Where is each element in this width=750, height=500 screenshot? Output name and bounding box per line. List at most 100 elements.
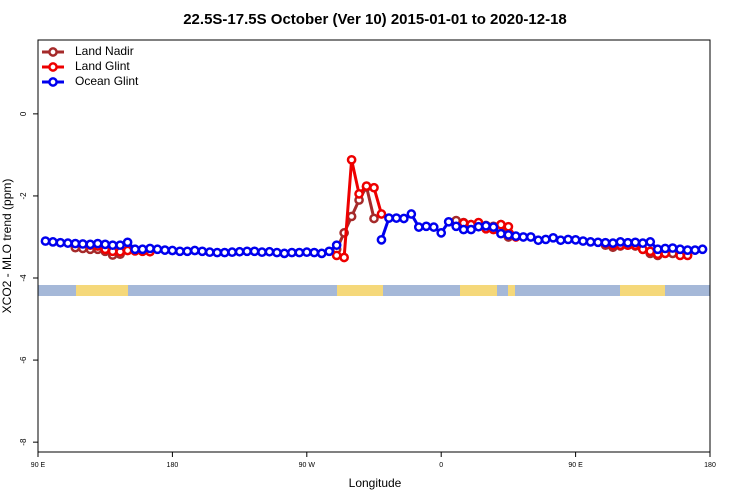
point bbox=[294, 247, 305, 258]
legend-label: Land Glint bbox=[75, 59, 130, 73]
point bbox=[593, 237, 603, 248]
point bbox=[167, 245, 178, 256]
point bbox=[391, 213, 402, 223]
point bbox=[227, 247, 237, 258]
point bbox=[413, 222, 424, 232]
point bbox=[675, 244, 685, 255]
point bbox=[301, 247, 312, 258]
point bbox=[204, 247, 215, 258]
point bbox=[130, 244, 140, 255]
series bbox=[40, 209, 708, 259]
point bbox=[421, 221, 432, 232]
point bbox=[257, 247, 267, 258]
land-band bbox=[76, 285, 128, 296]
point bbox=[667, 243, 678, 253]
point bbox=[428, 222, 439, 232]
point bbox=[660, 243, 671, 254]
point bbox=[115, 240, 125, 251]
point bbox=[287, 247, 297, 258]
point bbox=[697, 244, 708, 255]
point bbox=[264, 246, 275, 257]
point bbox=[48, 237, 58, 247]
point bbox=[525, 232, 536, 242]
point bbox=[369, 182, 379, 193]
point bbox=[690, 245, 700, 255]
point bbox=[682, 245, 693, 255]
point bbox=[384, 213, 394, 223]
chart-title: 22.5S-17.5S October (Ver 10) 2015-01-01 … bbox=[183, 11, 567, 28]
point bbox=[137, 244, 148, 255]
point bbox=[563, 234, 573, 245]
x-tick-label: 90 W bbox=[299, 462, 316, 469]
point bbox=[354, 189, 364, 199]
x-tick-label: 0 bbox=[439, 462, 443, 469]
legend-marker bbox=[48, 47, 58, 57]
point bbox=[85, 239, 96, 250]
point bbox=[309, 247, 320, 258]
y-tick-label: -2 bbox=[19, 192, 28, 200]
point bbox=[406, 209, 417, 219]
point bbox=[324, 246, 335, 257]
point bbox=[623, 237, 633, 248]
land-band bbox=[508, 285, 515, 296]
y-axis-label: XCO2 - MLO trend (ppm) bbox=[0, 179, 14, 314]
point bbox=[451, 221, 461, 232]
y-tick-label: 0 bbox=[19, 111, 28, 116]
point bbox=[503, 221, 514, 232]
point bbox=[346, 211, 357, 222]
point bbox=[152, 244, 163, 255]
point bbox=[189, 245, 200, 256]
point bbox=[540, 234, 551, 245]
point bbox=[331, 240, 342, 251]
point bbox=[466, 224, 476, 235]
land-band bbox=[620, 285, 665, 296]
point bbox=[555, 235, 566, 246]
point bbox=[570, 234, 581, 245]
legend-label: Land Nadir bbox=[75, 44, 134, 58]
point bbox=[219, 247, 230, 258]
point bbox=[399, 213, 409, 224]
plot-frame bbox=[37, 39, 711, 453]
point bbox=[376, 209, 387, 219]
y-tick-label: -4 bbox=[19, 274, 28, 282]
legend-label: Ocean Glint bbox=[75, 74, 139, 88]
point bbox=[533, 235, 544, 246]
legend-marker bbox=[48, 62, 58, 72]
land-mask bbox=[38, 285, 710, 296]
point bbox=[175, 246, 185, 257]
point bbox=[645, 237, 656, 247]
point bbox=[316, 248, 327, 259]
x-tick-label: 180 bbox=[167, 462, 179, 469]
point bbox=[488, 222, 499, 232]
legend-marker bbox=[48, 77, 58, 87]
land-band bbox=[460, 285, 497, 296]
y-tick-label: -8 bbox=[19, 438, 28, 446]
point bbox=[608, 238, 618, 248]
point bbox=[63, 238, 73, 248]
point bbox=[496, 228, 506, 239]
point bbox=[272, 247, 282, 258]
point bbox=[339, 252, 349, 263]
point bbox=[376, 234, 387, 245]
point bbox=[100, 239, 111, 250]
point bbox=[436, 228, 447, 238]
point bbox=[212, 247, 223, 258]
point bbox=[182, 246, 193, 257]
point bbox=[473, 221, 484, 232]
point bbox=[249, 246, 260, 257]
point bbox=[55, 237, 66, 248]
point bbox=[361, 181, 372, 191]
x-tick-label: 90 E bbox=[31, 462, 46, 469]
x-tick-label: 180 bbox=[704, 462, 716, 469]
x-tick-label: 90 E bbox=[568, 462, 583, 469]
point bbox=[496, 219, 506, 230]
point bbox=[369, 213, 379, 224]
x-axis-label: Longitude bbox=[349, 476, 402, 490]
point bbox=[503, 230, 514, 240]
point bbox=[630, 237, 641, 248]
point bbox=[518, 232, 529, 242]
point bbox=[279, 248, 290, 259]
point bbox=[511, 231, 521, 242]
point bbox=[346, 154, 357, 165]
